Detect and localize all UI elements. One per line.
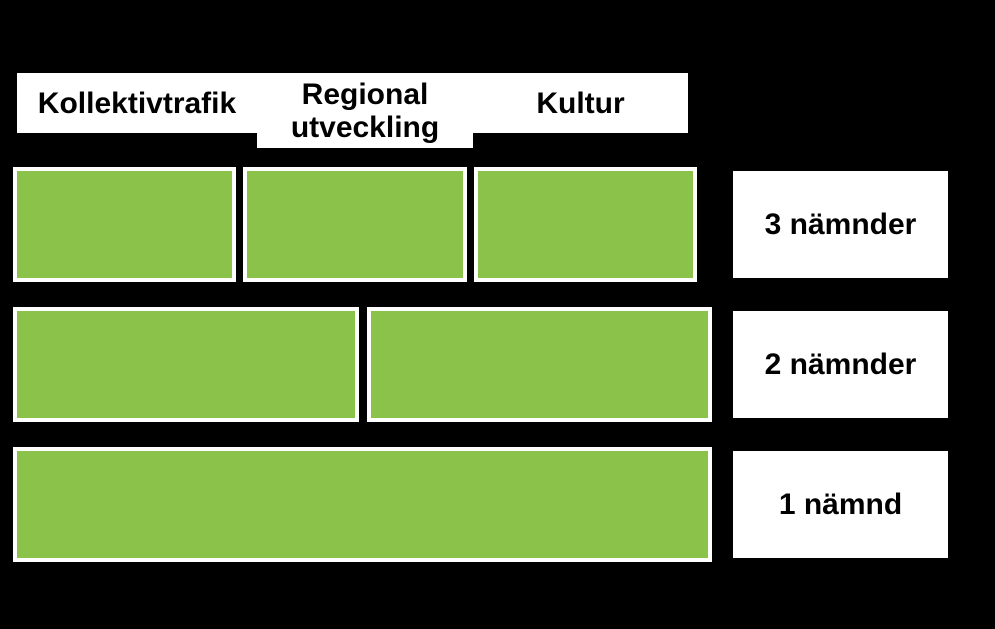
green-box-r2-c2	[371, 311, 708, 418]
side-label-2-namnder: 2 nämnder	[733, 311, 948, 418]
green-box-r2-c1	[17, 311, 355, 418]
diagram-stage: Kollektivtrafik Regional utveckling Kult…	[0, 0, 995, 629]
header-regional-utveckling: Regional utveckling	[257, 73, 473, 148]
green-box-r1-c2	[247, 171, 463, 278]
green-box-r1-c1	[17, 171, 232, 278]
header-kultur: Kultur	[473, 73, 688, 133]
green-box-r3-c1	[17, 451, 708, 558]
green-box-r1-c3	[478, 171, 693, 278]
side-label-3-namnder: 3 nämnder	[733, 171, 948, 278]
header-kollektivtrafik: Kollektivtrafik	[17, 73, 257, 133]
side-label-1-namnd: 1 nämnd	[733, 451, 948, 558]
